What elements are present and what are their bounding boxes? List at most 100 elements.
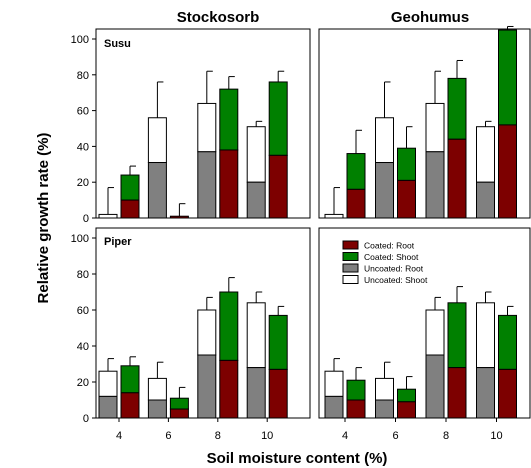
uncoated-shoot-bar (375, 117, 394, 164)
coated-shoot-bar (120, 365, 140, 394)
panels: 0 20 40 60 80 100 0 20 40 60 80 100 4 6 8 10 4 6 8 10 Coated… (71, 25, 531, 442)
uncoated-shoot-bar (476, 302, 495, 369)
uncoated-root-bar (324, 395, 344, 419)
uncoated-root-bar (425, 151, 445, 219)
uncoated-shoot-bar (147, 377, 167, 401)
y-tick-label: 0 (83, 213, 89, 225)
uncoated-shoot-bar (197, 102, 217, 153)
uncoated-root-bar (197, 151, 217, 219)
uncoated-root-bar (147, 162, 167, 219)
uncoated-root-bar (476, 367, 495, 419)
coated-root-bar (169, 408, 189, 419)
uncoated-shoot-bar (98, 213, 118, 219)
uncoated-shoot-bar (375, 377, 394, 401)
y-tick-label: 40 (77, 341, 89, 353)
coated-root-bar (219, 149, 239, 219)
legend-swatch (342, 252, 359, 261)
coated-root-bar (346, 399, 366, 419)
coated-root-bar (219, 359, 239, 419)
x-axis-title: Soil moisture content (%) (207, 450, 388, 467)
uncoated-root-bar (425, 354, 445, 419)
panel-geohumus-susu (318, 25, 531, 219)
column-title-stockosorb: Stockosorb (177, 9, 260, 26)
uncoated-root-bar (98, 395, 118, 419)
uncoated-root-bar (246, 181, 266, 219)
y-tick-label: 0 (83, 413, 89, 425)
coated-shoot-bar (346, 153, 366, 190)
panel-stockosorb-susu: 0 20 40 60 80 100 (71, 28, 311, 225)
coated-root-bar (120, 392, 140, 419)
legend-label: Coated: Shoot (364, 252, 419, 262)
uncoated-shoot-bar (324, 213, 344, 219)
uncoated-root-bar (375, 399, 394, 419)
panel-frame (318, 28, 531, 219)
x-tick-label: 8 (443, 430, 449, 442)
coated-shoot-bar (268, 314, 288, 370)
coated-root-bar (397, 179, 416, 219)
x-tick-label: 6 (165, 430, 171, 442)
coated-shoot-bar (498, 314, 517, 370)
legend-swatch (342, 275, 359, 284)
coated-root-bar (498, 124, 517, 219)
uncoated-shoot-bar (425, 102, 445, 153)
x-tick-label: 6 (392, 430, 398, 442)
coated-root-bar (498, 368, 517, 419)
x-tick-label: 8 (215, 430, 221, 442)
coated-shoot-bar (498, 29, 517, 126)
uncoated-shoot-bar (197, 309, 217, 356)
panel-stockosorb-piper: 0 20 40 60 80 100 4 6 8 10 (71, 227, 311, 442)
coated-shoot-bar (346, 379, 366, 401)
y-tick-label: 40 (77, 141, 89, 153)
x-tick-label: 10 (261, 430, 273, 442)
column-title-geohumus: Geohumus (391, 9, 469, 26)
coated-shoot-bar (169, 397, 189, 410)
uncoated-root-bar (375, 162, 394, 219)
uncoated-root-bar (246, 367, 266, 419)
uncoated-shoot-bar (476, 126, 495, 183)
uncoated-shoot-bar (147, 117, 167, 164)
y-tick-label: 60 (77, 305, 89, 317)
y-tick-label: 80 (77, 269, 89, 281)
y-tick-label: 20 (77, 377, 89, 389)
x-tick-label: 10 (490, 430, 502, 442)
y-tick-label: 80 (77, 70, 89, 82)
y-tick-label: 20 (77, 177, 89, 189)
coated-shoot-bar (219, 88, 239, 151)
panel-frame (318, 227, 531, 419)
coated-shoot-bar (397, 147, 416, 181)
coated-root-bar (120, 199, 140, 219)
coated-shoot-bar (447, 77, 467, 140)
uncoated-root-bar (147, 399, 167, 419)
y-tick-label: 100 (71, 233, 89, 245)
coated-shoot-bar (447, 302, 467, 369)
x-tick-label: 4 (116, 430, 122, 442)
legend-label: Coated: Root (364, 241, 415, 251)
coated-root-bar (397, 401, 416, 419)
coated-shoot-bar (219, 291, 239, 361)
coated-root-bar (447, 367, 467, 419)
legend-label: Uncoated: Root (364, 264, 424, 274)
legend-label: Uncoated: Shoot (364, 275, 428, 285)
uncoated-shoot-bar (98, 370, 118, 397)
uncoated-shoot-bar (425, 309, 445, 356)
coated-root-bar (447, 138, 467, 219)
coated-shoot-bar (397, 388, 416, 403)
coated-shoot-bar (268, 81, 288, 156)
coated-shoot-bar (120, 174, 140, 201)
y-tick-label: 100 (71, 34, 89, 46)
legend-swatch (342, 240, 359, 250)
uncoated-shoot-bar (324, 370, 344, 397)
legend-swatch (342, 263, 359, 273)
coated-root-bar (169, 215, 189, 219)
coated-root-bar (268, 154, 288, 219)
uncoated-root-bar (476, 181, 495, 219)
uncoated-shoot-bar (246, 126, 266, 183)
panel-label-piper: Piper (104, 236, 132, 248)
uncoated-root-bar (197, 354, 217, 419)
coated-root-bar (268, 368, 288, 419)
x-tick-label: 4 (342, 430, 348, 442)
y-axis-title: Relative growth rate (%) (35, 133, 52, 304)
y-tick-label: 60 (77, 106, 89, 118)
